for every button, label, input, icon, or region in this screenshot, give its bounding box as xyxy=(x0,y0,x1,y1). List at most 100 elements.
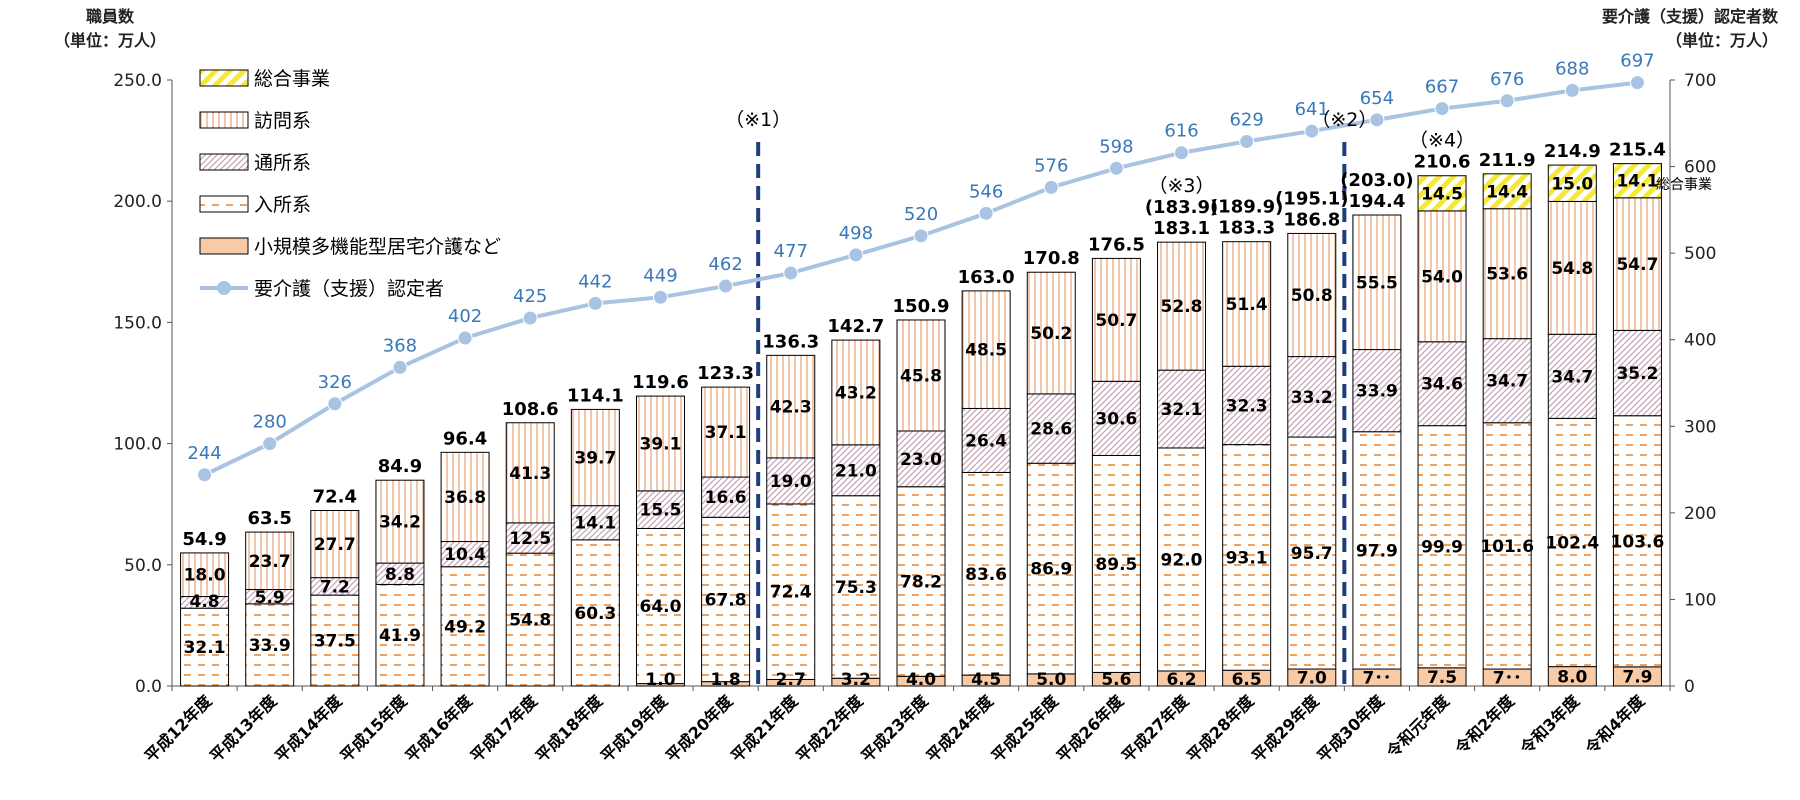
left-tick-label: 150.0 xyxy=(113,313,162,333)
segment-value-label: 21.0 xyxy=(835,461,877,481)
right-tick-label: 400 xyxy=(1684,331,1716,351)
legend-swatch xyxy=(199,153,249,171)
bar-segment xyxy=(1417,175,1467,212)
segment-value-label: 37.1 xyxy=(705,423,747,443)
segment-value-label: 51.4 xyxy=(1226,295,1268,315)
left-tick-label: 250.0 xyxy=(113,71,162,91)
right-axis-title-line1: 要介護（支援）認定者数 xyxy=(1602,7,1779,26)
segment-value-label: 23.7 xyxy=(249,552,291,572)
right-tick-label: 100 xyxy=(1684,590,1716,610)
line-point xyxy=(1304,123,1320,139)
bar-segment xyxy=(1612,163,1662,199)
bar-segment xyxy=(375,479,425,564)
bar-segment xyxy=(896,319,946,432)
segment-value-label: 43.2 xyxy=(835,383,877,403)
right-axis-title-line2: （単位：万人） xyxy=(1666,31,1778,50)
left-tick-label: 200.0 xyxy=(113,192,162,212)
right-tick-label: 0 xyxy=(1684,677,1695,697)
segment-value-label: 53.6 xyxy=(1486,265,1528,285)
segment-value-label: 41.3 xyxy=(509,464,551,484)
right-tick-label: 200 xyxy=(1684,504,1716,524)
x-category-label: 平成28年度 xyxy=(1183,691,1258,766)
line-series: 244 280 326 368 402 425 442 449 462 477 498 520 546 5… xyxy=(187,51,1655,483)
segment-value-label: 4.0 xyxy=(906,670,936,690)
line-value-label: 462 xyxy=(708,254,742,275)
total-value-label: 214.9 xyxy=(1544,141,1601,162)
segment-value-label: 54.0 xyxy=(1421,267,1463,287)
bar-segment xyxy=(961,290,1011,409)
segment-value-label: 14.1 xyxy=(574,514,616,534)
bar-segment xyxy=(831,444,881,497)
segment-value-label: 54.8 xyxy=(1551,259,1593,279)
right-tick-label: 500 xyxy=(1684,244,1716,264)
segment-value-label: 5.6 xyxy=(1101,670,1131,690)
segment-value-label: 89.5 xyxy=(1095,555,1137,575)
bar-segment xyxy=(1547,200,1597,335)
legend-swatch xyxy=(199,111,249,129)
line-value-label: 676 xyxy=(1490,69,1524,90)
bar-segment xyxy=(701,476,751,518)
segment-value-label: 99.9 xyxy=(1421,538,1463,558)
total-value-label: 194.4 xyxy=(1348,191,1405,212)
right-tick-label: 600 xyxy=(1684,158,1716,178)
segment-value-label: 7･･ xyxy=(1493,669,1522,689)
segment-value-label: 41.9 xyxy=(379,626,421,646)
segment-value-label: 32.1 xyxy=(184,638,226,658)
segment-value-label: 27.7 xyxy=(314,535,356,555)
total-value-label: 142.7 xyxy=(827,316,884,337)
line-point xyxy=(1629,75,1645,91)
segment-value-label: 28.6 xyxy=(1030,420,1072,440)
segment-value-label: 7･･ xyxy=(1362,669,1391,689)
segment-value-label: 23.0 xyxy=(900,450,942,470)
bar-segment xyxy=(1222,365,1272,446)
segment-value-label: 34.7 xyxy=(1486,372,1528,392)
total-value-label: 136.3 xyxy=(762,331,819,352)
segment-value-label: 10.4 xyxy=(444,545,486,565)
x-category-label: 平成14年度 xyxy=(271,691,346,766)
legend-swatch xyxy=(199,195,249,213)
bar-segment xyxy=(570,408,620,507)
line-point xyxy=(1174,145,1190,161)
segment-value-label: 7.5 xyxy=(1427,668,1457,688)
segment-value-label: 54.8 xyxy=(509,611,551,631)
segment-value-label: 103.6 xyxy=(1611,532,1665,552)
segment-value-label: 32.3 xyxy=(1226,396,1268,416)
bars xyxy=(180,163,1662,687)
segment-value-label: 37.5 xyxy=(314,632,356,652)
line-point xyxy=(652,289,668,305)
bar-segment xyxy=(1482,338,1532,424)
dividers xyxy=(756,142,1347,686)
x-category-label: 令和3年度 xyxy=(1516,691,1584,759)
segment-value-label: 2.7 xyxy=(776,670,806,690)
bar-segment xyxy=(766,354,816,459)
line-value-label: 616 xyxy=(1164,121,1198,142)
legend-swatch xyxy=(199,237,249,255)
segment-value-label: 35.2 xyxy=(1616,364,1658,384)
bar-segment xyxy=(961,471,1011,676)
bar-segment xyxy=(1026,393,1076,464)
legend-line-marker xyxy=(217,281,231,295)
segment-value-label: 55.5 xyxy=(1356,273,1398,293)
line-value-label: 667 xyxy=(1425,77,1459,98)
segment-value-label: 50.8 xyxy=(1291,286,1333,306)
bar-segment xyxy=(1091,454,1141,673)
segment-value-label: 8.8 xyxy=(385,565,415,585)
segment-value-label: 50.2 xyxy=(1030,324,1072,344)
line-point xyxy=(327,396,343,412)
segment-value-label: 39.7 xyxy=(574,449,616,469)
bar-segment xyxy=(1482,208,1532,340)
line-point xyxy=(1564,82,1580,98)
bar-segment xyxy=(635,527,685,685)
x-category-label: 平成29年度 xyxy=(1248,691,1323,766)
bar-segment xyxy=(180,607,230,687)
line-value-label: 402 xyxy=(448,306,482,327)
bar-segment xyxy=(1547,164,1597,202)
line-point xyxy=(522,310,538,326)
segment-value-label: 19.0 xyxy=(770,472,812,492)
line-point xyxy=(978,205,994,221)
line-point xyxy=(197,467,213,483)
divider-note: （※1） xyxy=(725,109,791,131)
total-alt-label: (183.9) xyxy=(1145,197,1218,218)
line-point xyxy=(262,436,278,452)
bar-segment xyxy=(1352,214,1402,351)
